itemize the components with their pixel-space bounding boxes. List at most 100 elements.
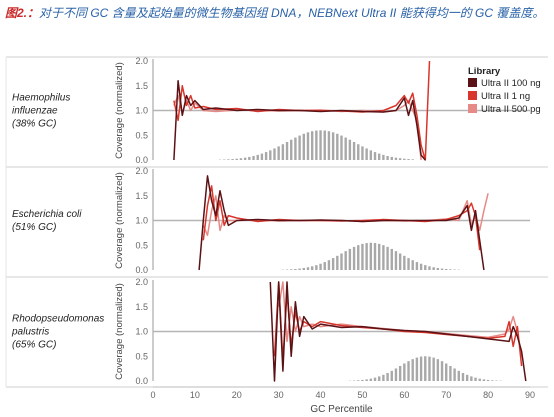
histogram-bar — [290, 269, 293, 270]
y-tick-label: 1.0 — [135, 106, 148, 116]
histogram-bar — [491, 380, 494, 381]
x-tick-label: 0 — [150, 390, 155, 400]
histogram-bar — [277, 146, 280, 160]
histogram-bar — [235, 158, 238, 160]
y-tick-label: 1.5 — [135, 191, 148, 201]
histogram-bar — [419, 356, 423, 381]
histogram-bar — [415, 357, 419, 381]
histogram-bar — [327, 131, 331, 160]
histogram-bar — [369, 242, 373, 270]
histogram-bar — [461, 372, 465, 381]
legend-title: Library — [468, 66, 501, 77]
histogram-bar — [352, 141, 356, 160]
histogram-bar — [331, 132, 335, 160]
histogram-bar — [269, 150, 272, 160]
histogram-bar — [365, 243, 368, 270]
y-tick-label: 0.0 — [135, 155, 148, 165]
histogram-bar — [319, 130, 322, 160]
histogram-bar — [323, 262, 326, 270]
histogram-bar — [315, 265, 318, 270]
series-line-ultra-ii-500-pg — [277, 281, 523, 357]
series-line-ultra-ii-100-ng — [198, 175, 485, 271]
histogram-bar — [298, 268, 301, 270]
histogram-bar — [365, 148, 368, 160]
caption-prefix: 图2.： — [5, 6, 40, 20]
series-line-ultra-ii-100-ng — [173, 80, 426, 161]
histogram-bar — [357, 144, 360, 160]
legend-entry: Ultra II 500 pg — [481, 104, 541, 115]
x-tick-label: 70 — [441, 390, 451, 400]
histogram-bar — [445, 363, 448, 381]
legend-swatch — [468, 104, 477, 113]
histogram-bar — [453, 368, 456, 381]
x-tick-label: 40 — [316, 390, 326, 400]
histogram-bar — [457, 370, 460, 381]
series-line-ultra-ii-100-ng — [269, 281, 527, 382]
series-line-ultra-ii-1-ng — [202, 185, 481, 251]
histogram-bar — [256, 154, 259, 160]
y-tick-label: 0.0 — [135, 265, 148, 275]
histogram-bar — [365, 379, 368, 381]
histogram-bar — [302, 268, 305, 270]
figure-caption: 图2.：对于不同 GC 含量及起始量的微生物基因组 DNA，NEBNext Ul… — [5, 4, 550, 23]
organism-name-label: Rhodopseudomonas — [12, 314, 104, 325]
organism-name-label: palustris — [11, 327, 49, 338]
histogram-bar — [432, 267, 435, 270]
histogram-bar — [340, 253, 343, 270]
histogram-bar — [352, 246, 356, 270]
histogram-bar — [327, 260, 331, 270]
histogram-bar — [302, 133, 305, 160]
histogram-bar — [382, 245, 385, 270]
histogram-bar — [294, 137, 297, 160]
histogram-bar — [373, 152, 377, 160]
histogram-bar — [411, 359, 414, 381]
y-tick-label: 1.0 — [135, 327, 148, 337]
histogram-bar — [361, 243, 364, 270]
legend-swatch — [468, 91, 477, 100]
histogram-bar — [248, 156, 251, 160]
series-line-ultra-ii-500-pg — [173, 94, 422, 161]
histogram-bar — [260, 153, 264, 160]
histogram-bar — [323, 130, 326, 160]
y-tick-label: 0.0 — [135, 376, 148, 386]
histogram-bar — [336, 255, 339, 270]
histogram-bar — [424, 265, 427, 270]
histogram-bar — [386, 155, 389, 160]
x-axis-title: GC Percentile — [310, 404, 373, 415]
histogram-bar — [449, 365, 452, 381]
x-tick-label: 10 — [190, 390, 200, 400]
histogram-bar — [386, 246, 389, 270]
histogram-bar — [407, 159, 410, 160]
histogram-bar — [378, 243, 381, 270]
legend-swatch — [468, 78, 477, 87]
histogram-bar — [378, 153, 381, 160]
histogram-bar — [394, 368, 398, 381]
histogram-bar — [357, 245, 360, 270]
histogram-bar — [411, 159, 414, 160]
histogram-bar — [465, 374, 469, 381]
series-line-ultra-ii-500-pg — [202, 193, 489, 237]
histogram-bar — [373, 377, 377, 381]
histogram-bar — [281, 144, 285, 160]
histogram-bar — [432, 357, 435, 381]
organism-name-label: Escherichia coli — [12, 209, 82, 220]
histogram-bar — [348, 139, 352, 160]
x-tick-label: 30 — [274, 390, 284, 400]
histogram-bar — [474, 377, 477, 381]
y-tick-label: 1.0 — [135, 216, 148, 226]
histogram-bar — [440, 268, 444, 270]
histogram-bar — [252, 155, 255, 160]
histogram-bar — [310, 131, 314, 160]
x-tick-label: 90 — [525, 390, 535, 400]
histogram-bar — [407, 361, 410, 381]
histogram-bar — [386, 372, 389, 381]
histogram-bar — [486, 379, 490, 381]
histogram-bar — [239, 158, 243, 160]
caption-text: 对于不同 GC 含量及起始量的微生物基因组 DNA，NEBNext Ultra … — [39, 6, 545, 20]
histogram-bar — [306, 267, 310, 270]
histogram-bar — [231, 159, 234, 160]
histogram-bar — [407, 258, 410, 270]
y-tick-label: 0.5 — [135, 351, 148, 361]
y-tick-label: 0.5 — [135, 240, 148, 250]
histogram-bar — [440, 361, 444, 381]
